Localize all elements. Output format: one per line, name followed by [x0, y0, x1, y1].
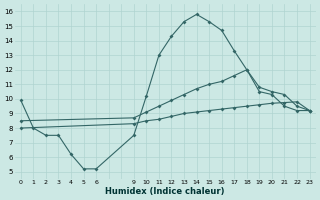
- X-axis label: Humidex (Indice chaleur): Humidex (Indice chaleur): [106, 187, 225, 196]
